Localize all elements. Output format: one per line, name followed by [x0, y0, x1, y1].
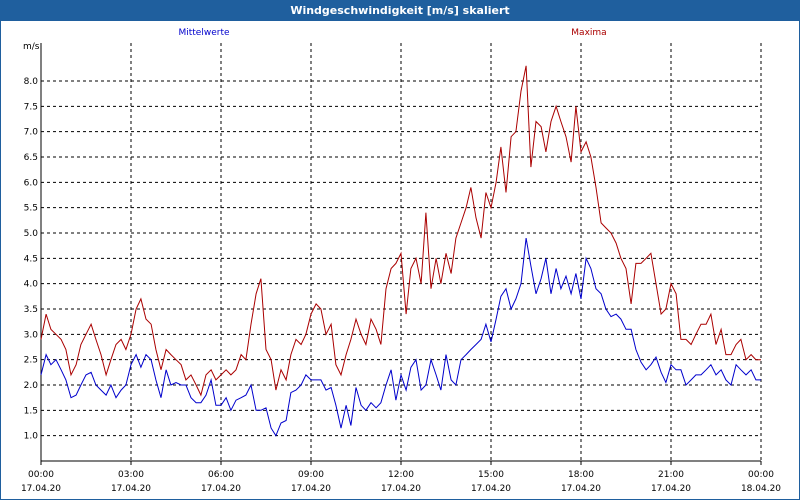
x-tick-time-label: 06:00	[208, 470, 234, 480]
x-tick-date-label: 17.04.20	[291, 484, 331, 494]
axes: 1.0 1.5 2.0 2.5 3.0 3.5 4.0 4.5 5.0 5.5 6.0 6.5 7.0 7…	[21, 43, 781, 494]
y-tick-label: 5.5	[24, 204, 38, 214]
x-tick-time-label: 21:00	[658, 470, 684, 480]
y-tick-label: 3.5	[24, 305, 38, 315]
y-tick-label: 7.5	[24, 102, 38, 112]
x-tick-time-label: 00:00	[748, 470, 774, 480]
y-tick-label: 4.0	[24, 280, 39, 290]
y-tick-label: 2.5	[24, 356, 38, 366]
x-tick-date-label: 18.04.20	[741, 484, 781, 494]
y-tick-label: 2.0	[24, 381, 39, 391]
series-line-mittelwerte	[40, 238, 761, 437]
y-tick-label: 8.0	[24, 77, 39, 87]
series-line-maxima	[40, 65, 761, 397]
x-tick-date-label: 17.04.20	[561, 484, 601, 494]
y-tick-label: 1.0	[24, 432, 39, 442]
y-tick-label: 6.0	[24, 178, 39, 188]
x-tick-time-label: 18:00	[568, 470, 594, 480]
x-tick-time-label: 15:00	[478, 470, 504, 480]
x-tick-date-label: 17.04.20	[111, 484, 151, 494]
x-tick-date-label: 17.04.20	[651, 484, 691, 494]
x-tick-date-label: 17.04.20	[381, 484, 421, 494]
x-tick-time-label: 12:00	[388, 470, 414, 480]
x-tick-date-label: 17.04.20	[21, 484, 61, 494]
y-tick-label: 7.0	[24, 128, 39, 138]
y-tick-label: 1.5	[24, 406, 38, 416]
x-tick-time-label: 00:00	[28, 470, 54, 480]
x-tick-time-label: 03:00	[118, 470, 144, 480]
x-tick-date-label: 17.04.20	[201, 484, 241, 494]
y-tick-label: 5.0	[24, 229, 39, 239]
x-tick-date-label: 17.04.20	[471, 484, 511, 494]
x-tick-time-label: 09:00	[298, 470, 324, 480]
legend-mittelwerte: Mittelwerte	[178, 28, 229, 38]
window-title: Windgeschwindigkeit [m/s] skaliert	[1, 1, 799, 21]
y-tick-label: 3.0	[24, 330, 39, 340]
y-axis-unit-label: m/s	[23, 42, 40, 52]
y-tick-label: 6.5	[24, 153, 38, 163]
grid	[40, 43, 762, 461]
series	[40, 65, 761, 437]
legend-maxima: Maxima	[571, 28, 606, 38]
y-tick-label: 4.5	[24, 254, 38, 264]
